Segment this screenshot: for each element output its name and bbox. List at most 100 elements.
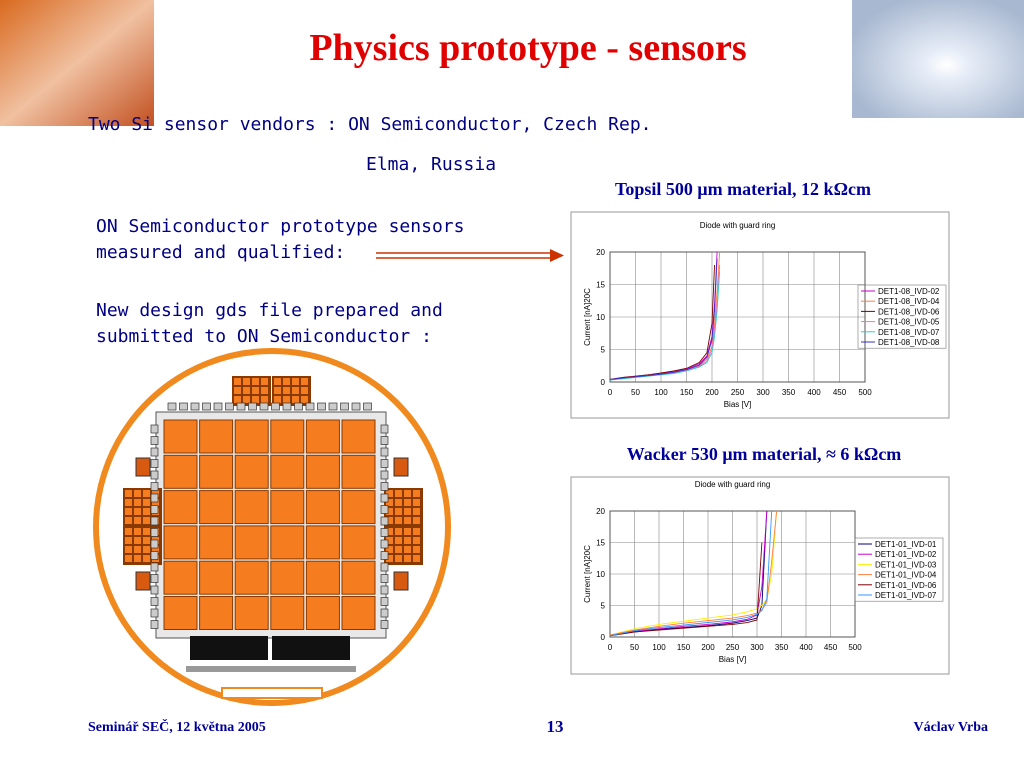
mini-cell — [404, 546, 411, 553]
bond-pad — [150, 562, 159, 572]
pad-cell — [199, 525, 234, 560]
mini-cell — [413, 546, 420, 553]
pad-cell — [305, 490, 340, 525]
mini-cell — [404, 537, 411, 544]
pad-cell — [305, 525, 340, 560]
bond-pad — [150, 551, 159, 560]
pad-block — [135, 457, 151, 477]
legend-box — [854, 537, 944, 602]
mini-cell — [386, 528, 393, 535]
pad-block — [393, 457, 409, 477]
bond-pad — [150, 516, 159, 526]
x-tick-label: 350 — [782, 388, 796, 397]
plot-border — [609, 251, 866, 383]
x-tick-label: 500 — [848, 643, 862, 652]
bond-pad — [150, 493, 159, 503]
corner-image — [0, 0, 154, 126]
bond-pad — [317, 402, 326, 411]
mini-cell — [292, 378, 299, 385]
bond-pad — [150, 539, 159, 549]
mini-cell — [404, 499, 411, 506]
mini-cell — [125, 546, 132, 553]
mini-cell — [413, 499, 420, 506]
mini-cell — [134, 555, 141, 562]
y-tick-label: 15 — [596, 281, 605, 290]
mini-cell — [404, 555, 411, 562]
bond-pad — [380, 482, 389, 491]
bond-pad — [150, 528, 159, 537]
chart-caption: Wacker 530 μm material, ≈ 6 kΩcm — [627, 444, 902, 464]
mini-cell — [301, 378, 308, 385]
bond-pad — [150, 436, 159, 445]
mini-cell — [395, 517, 402, 524]
footer-left: Seminář SEČ, 12 května 2005 — [88, 718, 266, 735]
x-tick-label: 250 — [726, 643, 740, 652]
pad-cell — [305, 419, 340, 454]
mini-cell — [301, 387, 308, 394]
chart-frame — [570, 211, 950, 419]
bond-pad — [380, 505, 389, 514]
page-number: 13 — [547, 717, 564, 736]
bond-pad — [380, 493, 389, 503]
bond-pad — [305, 402, 315, 411]
bond-pad — [150, 482, 159, 491]
x-tick-label: 100 — [654, 388, 668, 397]
x-tick-label: 0 — [608, 643, 613, 652]
bond-pad — [380, 620, 389, 629]
x-tick-label: 300 — [750, 643, 764, 652]
x-tick-label: 400 — [799, 643, 813, 652]
pad-block — [393, 571, 409, 591]
mini-cell — [234, 387, 241, 394]
legend-label: DET1-08_IVD-06 — [878, 307, 940, 316]
corner-image — [852, 0, 1024, 118]
bond-pad — [380, 516, 389, 526]
mini-cell — [143, 490, 150, 497]
mini-cell — [261, 396, 268, 403]
mini-cell — [395, 528, 402, 535]
mini-cell — [301, 396, 308, 403]
legend-label: DET1-08_IVD-07 — [878, 328, 940, 337]
mini-cell — [274, 396, 281, 403]
x-tick-label: 350 — [775, 643, 789, 652]
strip-block — [272, 636, 350, 660]
bond-pad — [340, 402, 349, 411]
footer-right: Václav Vrba — [913, 720, 988, 735]
mini-cell — [125, 537, 132, 544]
mini-cell — [125, 490, 132, 497]
bond-pad — [150, 459, 159, 468]
x-tick-label: 150 — [680, 388, 694, 397]
pad-cell — [163, 419, 198, 454]
mini-cell — [252, 396, 259, 403]
x-tick-label: 500 — [858, 388, 872, 397]
x-axis-label: Bias [V] — [724, 400, 752, 409]
y-tick-label: 20 — [596, 248, 605, 257]
mini-cell — [252, 378, 259, 385]
y-tick-label: 5 — [601, 602, 606, 611]
bond-pad — [380, 539, 389, 549]
mini-cell — [134, 546, 141, 553]
flat-edge — [221, 687, 323, 699]
mini-cell — [413, 528, 420, 535]
bond-pad — [150, 505, 159, 514]
mini-cell — [386, 490, 393, 497]
bond-pad — [380, 574, 389, 583]
mini-cell — [125, 517, 132, 524]
pad-cell — [234, 419, 269, 454]
chart-title: Diode with guard ring — [700, 221, 776, 230]
bond-pad — [236, 402, 246, 411]
mini-cell — [152, 499, 159, 506]
mini-cell — [395, 546, 402, 553]
bond-pad — [380, 597, 389, 606]
y-tick-label: 5 — [601, 346, 606, 355]
bond-pad — [351, 402, 361, 411]
pad-block — [135, 571, 151, 591]
pad-cell — [270, 560, 305, 595]
bond-pad — [150, 608, 159, 618]
wafer-layout — [93, 348, 451, 706]
mini-cell — [234, 378, 241, 385]
x-tick-label: 200 — [705, 388, 719, 397]
mini-cell — [386, 508, 393, 515]
pad-cell — [163, 454, 198, 489]
